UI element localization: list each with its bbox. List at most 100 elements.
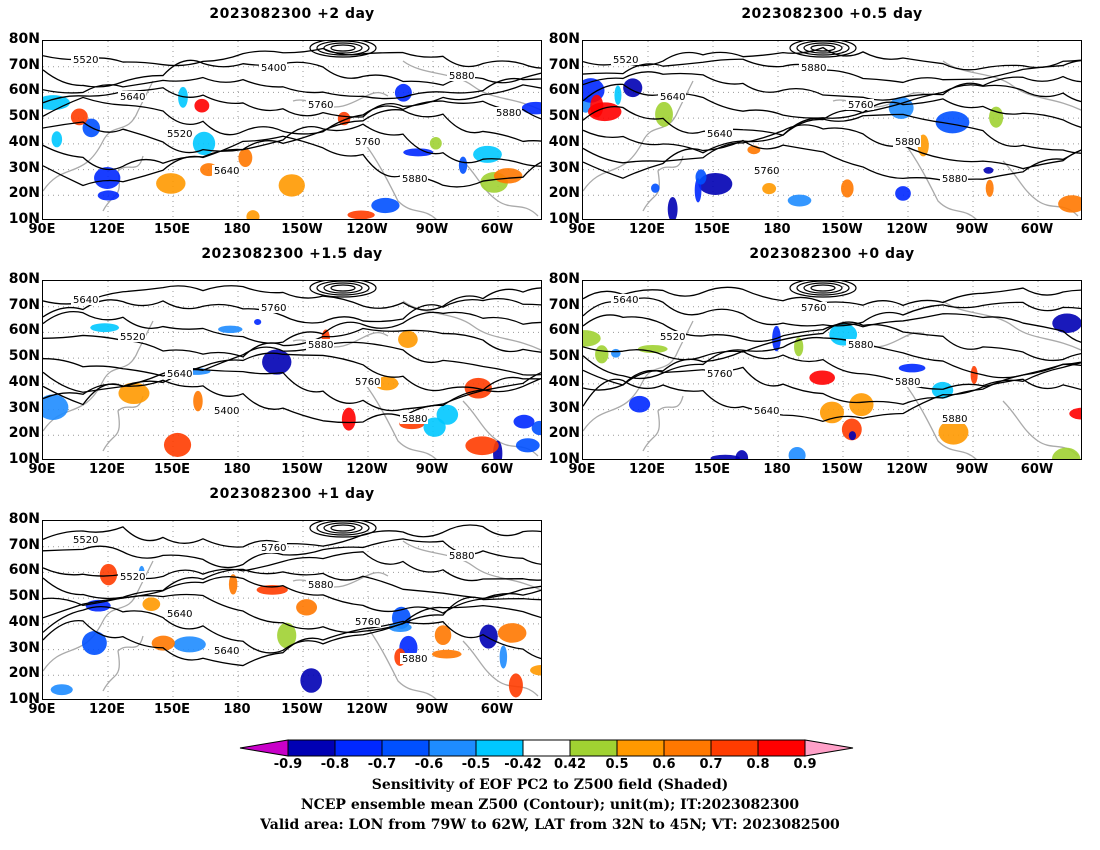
- contour-label-bg: [353, 376, 381, 387]
- sensitivity-shading: [246, 210, 260, 219]
- lon-tick-label: 90E: [568, 462, 596, 477]
- sensitivity-shading: [142, 597, 161, 611]
- sensitivity-shading: [341, 407, 356, 431]
- sensitivity-shading: [595, 345, 609, 364]
- lat-tick-label: 70N: [8, 296, 40, 313]
- contour-label-bg: [447, 70, 475, 81]
- sensitivity-shading: [458, 156, 468, 174]
- colorbar-segment: [381, 739, 430, 757]
- lon-tick-label: 180: [763, 222, 791, 237]
- contour-label-bg: [259, 542, 287, 553]
- lat-tick-label: 60N: [8, 322, 40, 339]
- z500-contour: [43, 568, 541, 600]
- lat-tick-label: 30N: [548, 399, 580, 416]
- lon-tick-label: 150W: [821, 462, 863, 477]
- contour-label: 5640: [167, 369, 192, 380]
- contour-label-bg: [799, 62, 827, 73]
- coastline: [642, 395, 684, 452]
- lon-tick-label: 150W: [281, 702, 323, 717]
- sensitivity-shading: [81, 631, 107, 656]
- lat-tick-label: 20N: [8, 665, 40, 682]
- sensitivity-shading: [1051, 447, 1081, 459]
- colorbar-segment: [428, 739, 477, 757]
- lon-tick-label: 150E: [693, 222, 731, 237]
- lat-tick-label: 80N: [548, 31, 580, 47]
- contour-label-bg: [400, 173, 428, 184]
- panel-title-p5: 2023082300 +1 day: [209, 486, 375, 502]
- contour-label: 5640: [613, 295, 638, 306]
- lon-tick-label: 150W: [281, 222, 323, 237]
- sensitivity-shading: [667, 196, 678, 219]
- contour-label-bg: [705, 128, 733, 139]
- sensitivity-shading: [848, 431, 857, 441]
- z500-contour: [43, 123, 541, 171]
- sensitivity-shading: [938, 419, 969, 445]
- contour-label-bg: [752, 405, 780, 416]
- contour-label: 5640: [754, 406, 779, 417]
- contour-label: 5520: [73, 55, 98, 66]
- contour-label: 5760: [754, 166, 779, 177]
- sensitivity-shading: [898, 363, 926, 373]
- colorbar-segment: [616, 739, 665, 757]
- lon-tick-label: 60W: [1020, 222, 1054, 237]
- colorbar-tick-label: -0.8: [320, 757, 350, 772]
- colorbar-tick-label: -0.7: [367, 757, 397, 772]
- contour-label-bg: [212, 645, 240, 656]
- lon-tick-label: 150W: [821, 222, 863, 237]
- lat-tick-label: 50N: [8, 348, 40, 365]
- colorbar-segment: [475, 739, 524, 757]
- map-panel-p1: 5520 5640 5520 5640 5400 5760 5760 5880 5880 5880: [42, 40, 542, 220]
- contour-label: 5400: [214, 406, 239, 417]
- contour-label: 5640: [660, 92, 685, 103]
- contour-label-bg: [165, 128, 193, 139]
- sensitivity-shading: [1058, 195, 1081, 213]
- contour-label: 5760: [707, 369, 732, 380]
- z500-contour: [323, 282, 363, 294]
- colorbar-tick-label: 0.7: [699, 757, 723, 772]
- contour-label-bg: [799, 302, 827, 313]
- lon-tick-label: 120E: [88, 702, 126, 717]
- sensitivity-shading: [762, 182, 777, 195]
- colorbar-tick-label: 0.5: [605, 757, 629, 772]
- lat-tick-label: 40N: [548, 133, 580, 150]
- sensitivity-shading: [43, 394, 69, 421]
- lon-tick-label: 120E: [628, 222, 666, 237]
- lon-tick-label: 90W: [955, 462, 989, 477]
- z500-contour: [323, 522, 363, 534]
- lat-tick-label: 40N: [8, 133, 40, 150]
- sensitivity-shading: [254, 318, 262, 325]
- contour-label-bg: [658, 331, 686, 342]
- z500-contour: [43, 538, 541, 569]
- z500-contour: [43, 297, 541, 324]
- sensitivity-shading: [788, 447, 806, 459]
- sensitivity-shading: [611, 348, 621, 358]
- sensitivity-shading: [262, 349, 292, 375]
- lat-tick-label: 10N: [548, 211, 580, 227]
- contour-label: 5880: [895, 137, 920, 148]
- z500-contour: [583, 378, 1081, 423]
- lat-tick-label: 80N: [548, 271, 580, 287]
- colorbar-tick-label: -0.6: [414, 757, 444, 772]
- z500-contour: [43, 604, 541, 654]
- contour-label-bg: [846, 99, 874, 110]
- colorbar-tick-label: -0.9: [273, 757, 303, 772]
- sensitivity-shading: [193, 390, 203, 412]
- lat-tick-label: 70N: [548, 296, 580, 313]
- lat-tick-label: 30N: [8, 639, 40, 656]
- lon-tick-label: 120W: [346, 222, 388, 237]
- caption-line-1: Sensitivity of EOF PC2 to Z500 field (Sh…: [371, 777, 729, 793]
- lat-tick-label: 80N: [8, 31, 40, 47]
- contour-label: 5520: [73, 535, 98, 546]
- lat-tick-label: 60N: [8, 82, 40, 99]
- coastline: [642, 155, 684, 212]
- map-panel-p4: 5640 5520 5760 5640 5760 5880 5880 5880: [582, 280, 1082, 460]
- colorbar-tick-label: 0.9: [793, 757, 817, 772]
- contour-label-bg: [447, 550, 475, 561]
- contour-label-bg: [353, 616, 381, 627]
- contour-label-bg: [118, 571, 146, 582]
- lat-tick-label: 50N: [548, 348, 580, 365]
- z500-contour: [583, 336, 1081, 380]
- lat-tick-label: 20N: [8, 425, 40, 442]
- z500-contour: [316, 41, 370, 56]
- sensitivity-shading: [809, 370, 836, 385]
